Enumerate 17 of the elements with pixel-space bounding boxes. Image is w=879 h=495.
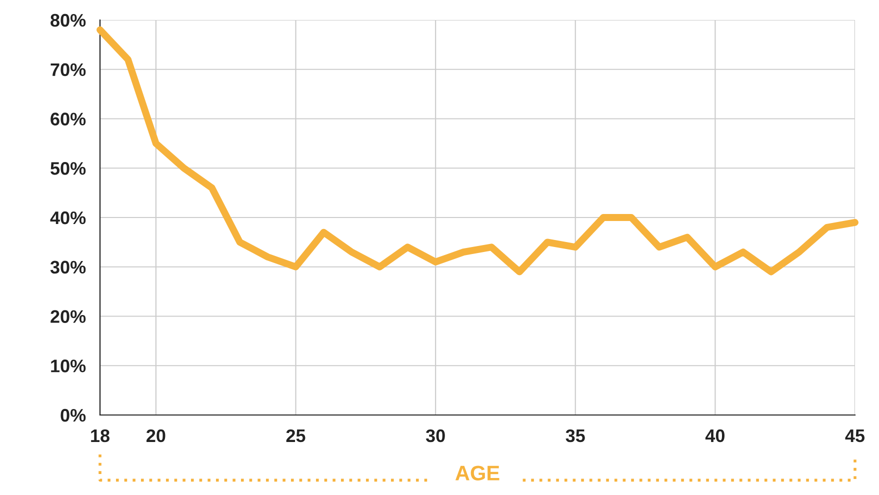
y-tick-label: 20% [50, 310, 86, 323]
y-tick-label: 30% [50, 260, 86, 274]
x-tick-label: 18 [91, 429, 110, 442]
x-tick-label: 35 [566, 429, 585, 442]
y-tick-label: 60% [50, 112, 86, 126]
x-tick-label: 25 [286, 429, 306, 442]
x-tick-label: 40 [705, 429, 724, 442]
y-tick-label: 50% [50, 162, 86, 175]
y-tick-label: 40% [50, 211, 86, 224]
x-tick-label: 45 [845, 430, 865, 442]
x-tick-label: 30 [426, 429, 445, 442]
y-tick-label: 0% [60, 408, 86, 422]
y-tick-label: 10% [51, 360, 86, 372]
x-axis-title: AGE [455, 466, 500, 480]
y-tick-label: 70% [50, 63, 86, 76]
y-tick-label: 80% [50, 14, 86, 27]
x-tick-label: 20 [146, 429, 166, 442]
